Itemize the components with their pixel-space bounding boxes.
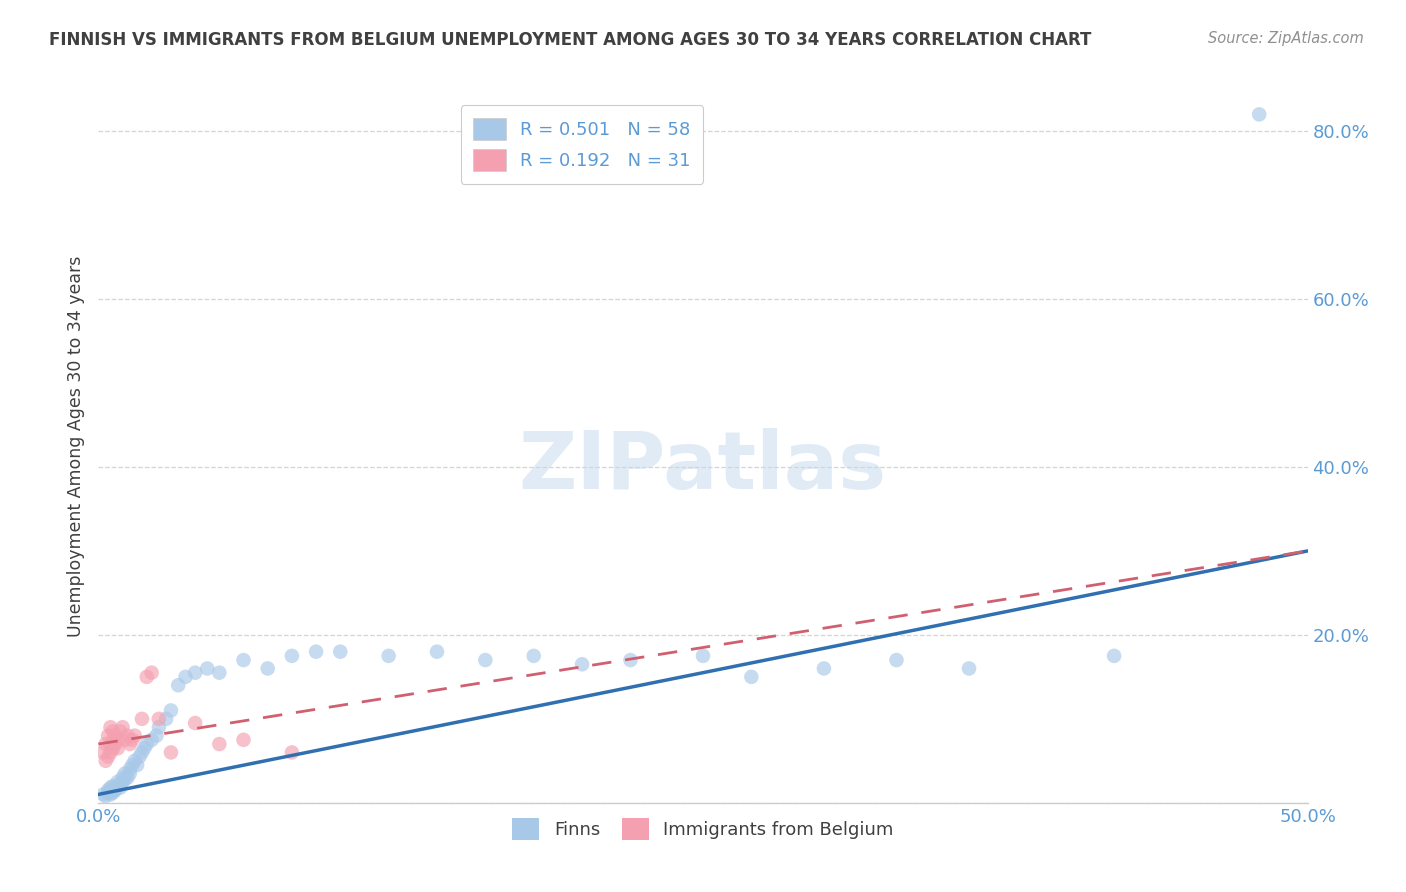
Point	[155, 712, 177, 726]
Point	[100, 788, 122, 802]
Point	[174, 670, 197, 684]
Point	[114, 766, 136, 780]
Point	[94, 754, 117, 768]
Point	[114, 732, 136, 747]
Point	[101, 779, 124, 793]
Point	[107, 732, 129, 747]
Point	[101, 783, 124, 797]
Point	[426, 645, 449, 659]
Point	[184, 716, 207, 731]
Point	[121, 758, 143, 772]
Point	[474, 653, 496, 667]
Point	[121, 732, 143, 747]
Point	[111, 771, 134, 785]
Point	[111, 774, 134, 789]
Point	[184, 665, 207, 680]
Point	[305, 645, 328, 659]
Point	[101, 741, 124, 756]
Point	[141, 665, 163, 680]
Point	[100, 737, 122, 751]
Point	[117, 771, 139, 785]
Point	[232, 732, 254, 747]
Point	[111, 720, 134, 734]
Point	[740, 670, 762, 684]
Point	[118, 737, 141, 751]
Point	[329, 645, 352, 659]
Point	[100, 720, 122, 734]
Text: Source: ZipAtlas.com: Source: ZipAtlas.com	[1208, 31, 1364, 46]
Point	[886, 653, 908, 667]
Point	[167, 678, 190, 692]
Point	[1249, 107, 1271, 121]
Point	[523, 648, 546, 663]
Point	[131, 712, 153, 726]
Point	[97, 786, 120, 800]
Point	[100, 780, 122, 795]
Point	[141, 732, 163, 747]
Point	[101, 724, 124, 739]
Point	[107, 779, 129, 793]
Point	[97, 783, 120, 797]
Point	[127, 758, 149, 772]
Point	[107, 774, 129, 789]
Text: FINNISH VS IMMIGRANTS FROM BELGIUM UNEMPLOYMENT AMONG AGES 30 TO 34 YEARS CORREL: FINNISH VS IMMIGRANTS FROM BELGIUM UNEMP…	[49, 31, 1091, 49]
Text: ZIPatlas: ZIPatlas	[519, 428, 887, 507]
Point	[101, 786, 124, 800]
Point	[104, 783, 127, 797]
Point	[100, 746, 122, 760]
Point	[957, 661, 980, 675]
Point	[148, 720, 170, 734]
Point	[124, 729, 146, 743]
Point	[619, 653, 641, 667]
Point	[91, 788, 114, 802]
Point	[97, 749, 120, 764]
Point	[160, 703, 183, 717]
Point	[104, 737, 127, 751]
Point	[145, 729, 167, 743]
Point	[108, 780, 131, 795]
Point	[135, 737, 157, 751]
Point	[813, 661, 835, 675]
Point	[118, 762, 141, 776]
Point	[124, 754, 146, 768]
Point	[117, 729, 139, 743]
Point	[571, 657, 593, 672]
Point	[377, 648, 399, 663]
Point	[281, 648, 304, 663]
Point	[101, 732, 124, 747]
Point	[107, 741, 129, 756]
Point	[108, 724, 131, 739]
Point	[128, 749, 150, 764]
Point	[118, 766, 141, 780]
Legend: Finns, Immigrants from Belgium: Finns, Immigrants from Belgium	[505, 811, 901, 847]
Point	[256, 661, 278, 675]
Point	[131, 746, 153, 760]
Point	[134, 741, 156, 756]
Point	[94, 737, 117, 751]
Point	[100, 785, 122, 799]
Point	[104, 780, 127, 795]
Point	[97, 729, 120, 743]
Point	[135, 670, 157, 684]
Point	[195, 661, 218, 675]
Point	[108, 777, 131, 791]
Point	[104, 729, 127, 743]
Point	[692, 648, 714, 663]
Point	[94, 789, 117, 803]
Point	[160, 746, 183, 760]
Point	[208, 665, 231, 680]
Point	[91, 746, 114, 760]
Point	[208, 737, 231, 751]
Point	[148, 712, 170, 726]
Point	[232, 653, 254, 667]
Point	[281, 746, 304, 760]
Y-axis label: Unemployment Among Ages 30 to 34 years: Unemployment Among Ages 30 to 34 years	[66, 255, 84, 637]
Point	[1102, 648, 1125, 663]
Point	[114, 772, 136, 787]
